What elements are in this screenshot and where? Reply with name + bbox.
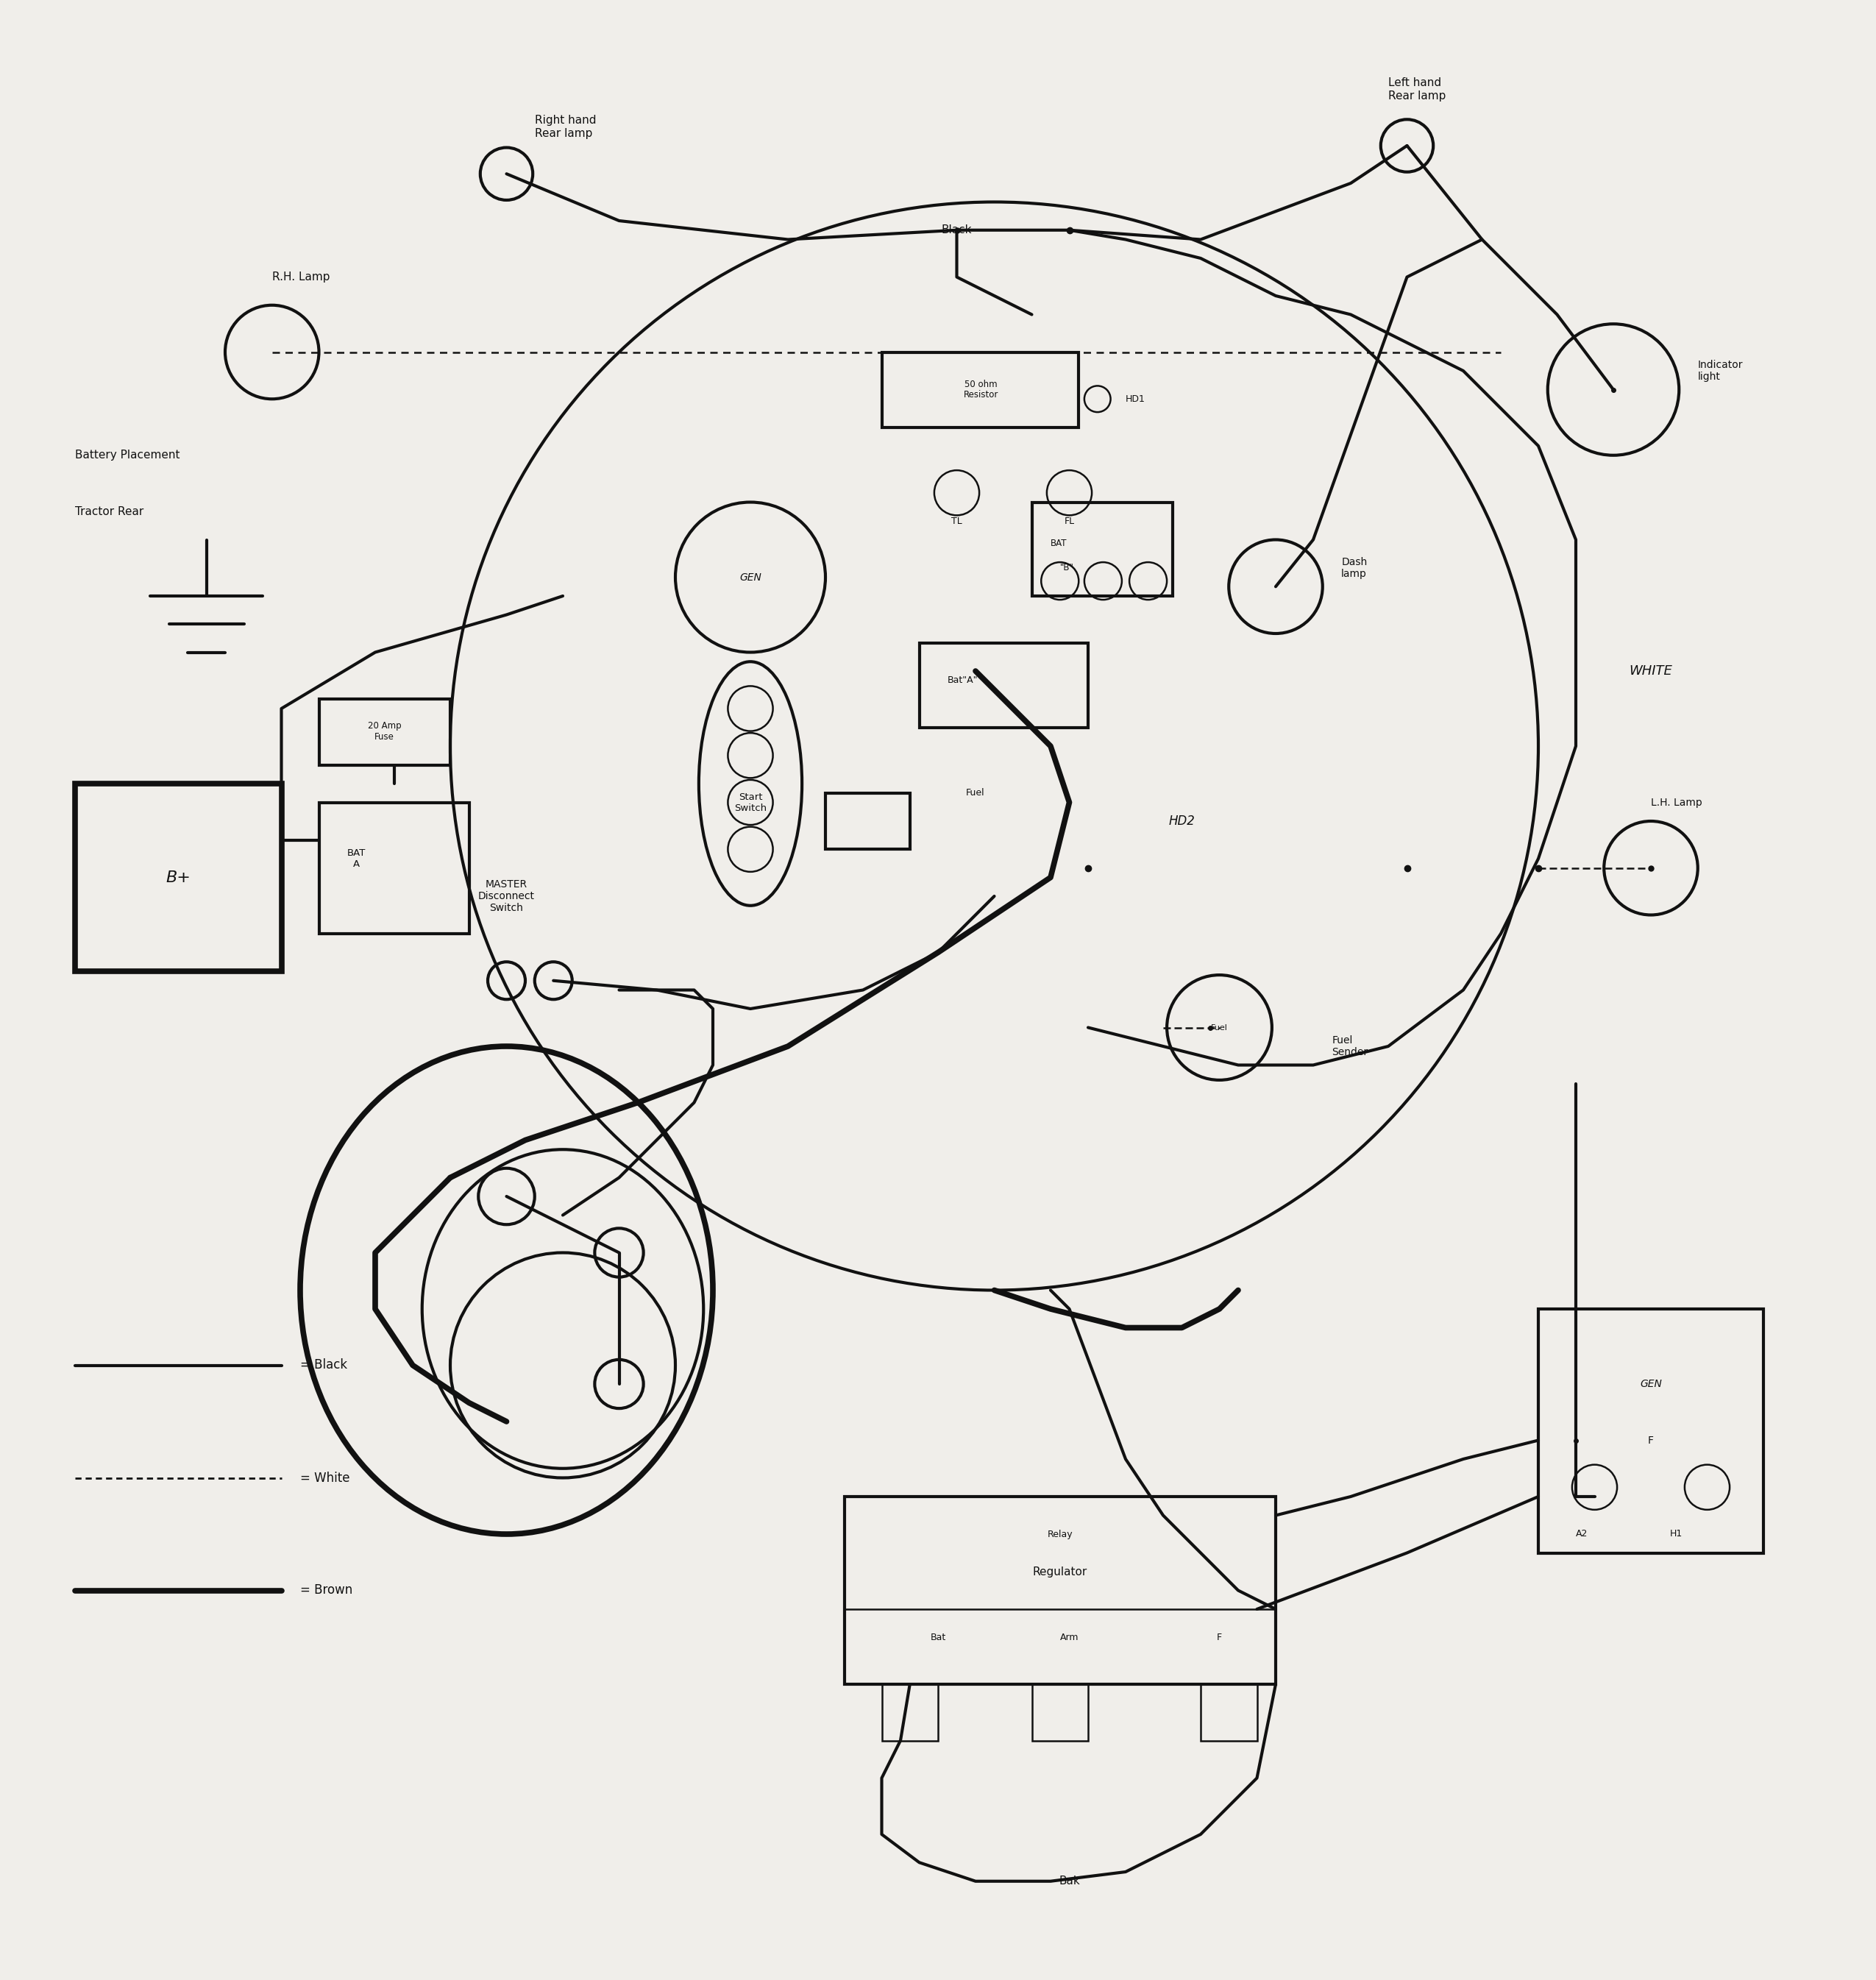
Text: Right hand
Rear lamp: Right hand Rear lamp: [535, 115, 597, 139]
Text: Bat"A": Bat"A": [947, 675, 977, 685]
Bar: [1538, 1309, 1763, 1552]
Text: Bat: Bat: [930, 1633, 946, 1641]
Text: Left hand
Rear lamp: Left hand Rear lamp: [1388, 77, 1446, 101]
Text: Regulator: Regulator: [1032, 1566, 1088, 1578]
Text: H1: H1: [1670, 1529, 1683, 1538]
Bar: [1201, 1685, 1257, 1740]
Text: Dash
lamp: Dash lamp: [1341, 556, 1368, 578]
Text: = Brown: = Brown: [300, 1584, 353, 1598]
Text: L.H. Lamp: L.H. Lamp: [1651, 798, 1702, 808]
Text: HD1: HD1: [1126, 394, 1146, 404]
Text: A2: A2: [1576, 1529, 1587, 1538]
Bar: [919, 644, 1088, 727]
Bar: [844, 1497, 1276, 1685]
Bar: [1032, 503, 1172, 596]
Text: FL: FL: [1064, 517, 1075, 527]
Text: Tractor Rear: Tractor Rear: [75, 507, 144, 517]
Bar: [1032, 1685, 1088, 1740]
Text: = White: = White: [300, 1471, 349, 1485]
Text: Arm: Arm: [1060, 1633, 1079, 1641]
Text: MASTER
Disconnect
Switch: MASTER Disconnect Switch: [478, 879, 535, 913]
Text: Battery Placement: Battery Placement: [75, 449, 180, 461]
Bar: [882, 1685, 938, 1740]
Text: HD2: HD2: [1169, 814, 1195, 828]
Text: B+: B+: [165, 869, 191, 885]
Bar: [319, 699, 450, 764]
Text: Fuel: Fuel: [1212, 1024, 1227, 1032]
Text: Relay: Relay: [1047, 1529, 1073, 1538]
Text: F: F: [1647, 1435, 1655, 1445]
Bar: [319, 802, 469, 935]
Text: GEN: GEN: [1640, 1378, 1662, 1390]
Text: 20 Amp
Fuse: 20 Amp Fuse: [368, 721, 401, 741]
Text: Bak: Bak: [1058, 1875, 1081, 1887]
Text: Fuel
Sender: Fuel Sender: [1332, 1036, 1368, 1057]
Text: "B": "B": [1060, 562, 1073, 572]
Text: = Black: = Black: [300, 1358, 347, 1372]
Text: BAT: BAT: [1051, 539, 1067, 548]
Text: TL: TL: [951, 517, 962, 527]
Text: WHITE: WHITE: [1628, 665, 1673, 677]
Bar: [882, 352, 1079, 428]
Text: Fuel: Fuel: [966, 788, 985, 798]
Text: 50 ohm
Resistor: 50 ohm Resistor: [964, 380, 998, 400]
Text: Indicator
light: Indicator light: [1698, 360, 1743, 382]
Text: R.H. Lamp: R.H. Lamp: [272, 271, 330, 283]
Bar: [825, 794, 910, 849]
Text: GEN: GEN: [739, 572, 762, 582]
Bar: [75, 784, 281, 972]
Text: F: F: [1218, 1633, 1221, 1641]
Text: Start
Switch: Start Switch: [734, 792, 767, 812]
Text: BAT
A: BAT A: [347, 847, 366, 869]
Text: Black: Black: [942, 224, 972, 236]
